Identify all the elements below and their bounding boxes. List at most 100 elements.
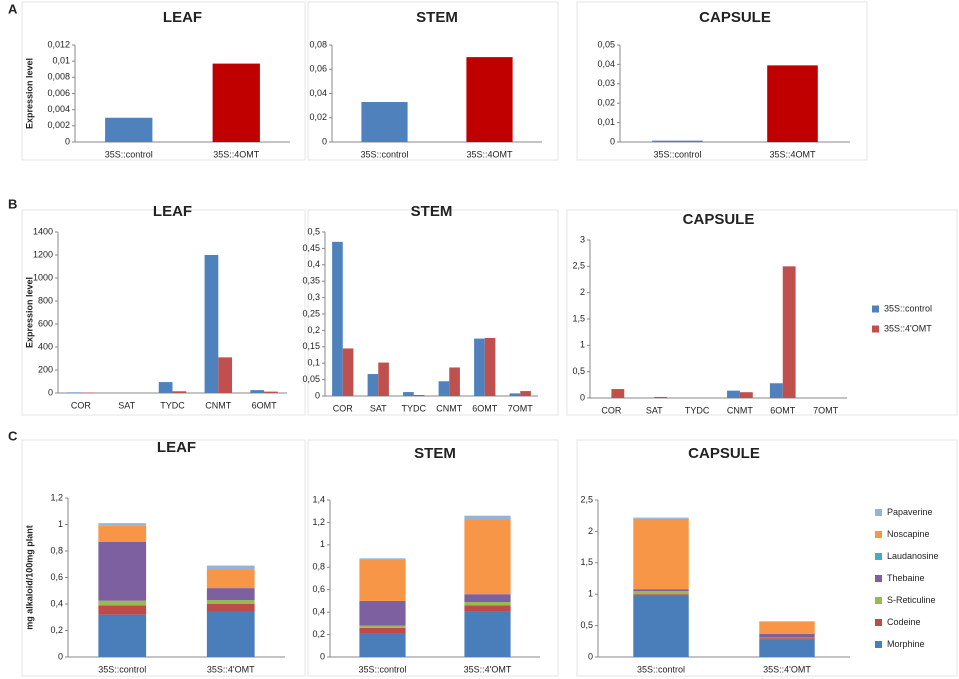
legend-swatch bbox=[875, 575, 882, 582]
bar-segment bbox=[633, 594, 689, 596]
y-axis-label: mg alkaloid/100mg plant bbox=[24, 525, 34, 630]
bar-segment bbox=[759, 621, 815, 622]
chart-frame bbox=[307, 1, 559, 161]
y-tick-label: 0,02 bbox=[309, 112, 327, 122]
y-tick-label: 3 bbox=[580, 234, 585, 244]
bar-segment bbox=[464, 611, 511, 657]
x-tick-label: CNMT bbox=[436, 403, 462, 413]
y-tick-label: 0,05 bbox=[597, 39, 615, 49]
chart-frame bbox=[21, 1, 306, 161]
y-tick-label: 0 bbox=[580, 392, 585, 402]
legend-swatch bbox=[875, 641, 882, 648]
y-tick-label: 0,35 bbox=[302, 276, 320, 286]
x-tick-label: SAT bbox=[118, 400, 135, 410]
chart-frame bbox=[307, 439, 559, 677]
chart-frame bbox=[576, 439, 958, 677]
y-tick-label: 0,04 bbox=[309, 88, 327, 98]
bar bbox=[739, 392, 753, 398]
y-tick-label: 200 bbox=[38, 364, 53, 374]
x-tick-label: TYDC bbox=[402, 403, 427, 413]
bar bbox=[520, 391, 531, 396]
bar bbox=[218, 357, 233, 393]
bar-segment bbox=[633, 591, 689, 595]
bar-segment bbox=[359, 633, 406, 657]
x-tick-label: 35S::control bbox=[98, 664, 146, 674]
y-tick-label: 0,012 bbox=[47, 39, 70, 49]
bar-segment bbox=[359, 559, 406, 601]
y-tick-label: 0,5 bbox=[572, 366, 585, 376]
x-tick-label: COR bbox=[601, 405, 622, 415]
y-tick-label: 1,5 bbox=[580, 557, 593, 567]
y-tick-label: 0 bbox=[315, 390, 320, 400]
legend-label: S-Reticuline bbox=[887, 595, 936, 605]
x-tick-label: 6OMT bbox=[472, 403, 498, 413]
x-tick-label: TYDC bbox=[685, 405, 710, 415]
legend-label: Morphine bbox=[887, 639, 925, 649]
bar-segment bbox=[464, 605, 511, 612]
y-tick-label: 2 bbox=[588, 526, 593, 536]
y-tick-label: 0,02 bbox=[597, 98, 615, 108]
y-tick-label: 0,1 bbox=[307, 358, 320, 368]
y-tick-label: 1,5 bbox=[572, 313, 585, 323]
chart-title: CAPSULE bbox=[683, 211, 755, 228]
legend-label: 35S::4'OMT bbox=[884, 323, 932, 333]
y-tick-label: 1 bbox=[580, 340, 585, 350]
y-tick-label: 0 bbox=[58, 651, 63, 661]
bar-segment bbox=[98, 600, 147, 606]
chart-frame bbox=[307, 209, 559, 416]
y-tick-label: 0,3 bbox=[307, 292, 320, 302]
x-tick-label: COR bbox=[71, 400, 92, 410]
y-tick-label: 0 bbox=[610, 136, 615, 146]
y-tick-label: 0,01 bbox=[597, 117, 615, 127]
legend-label: Codeine bbox=[887, 617, 921, 627]
chart-title: CAPSULE bbox=[699, 9, 771, 26]
bar bbox=[204, 255, 219, 393]
legend-swatch bbox=[875, 531, 882, 538]
x-tick-label: 35S::control bbox=[358, 664, 406, 674]
bar-segment bbox=[206, 588, 255, 601]
x-tick-label: 35S::control bbox=[653, 149, 701, 159]
panel-letter: C bbox=[8, 428, 18, 443]
panel-letter: B bbox=[8, 196, 17, 211]
bar bbox=[250, 390, 265, 393]
bar-segment bbox=[633, 518, 689, 590]
bar bbox=[509, 393, 521, 396]
y-tick-label: 0,008 bbox=[47, 72, 70, 82]
bar-segment bbox=[759, 621, 815, 634]
bar bbox=[438, 381, 450, 396]
bar bbox=[474, 338, 485, 396]
x-tick-label: 35S::control bbox=[360, 149, 408, 159]
y-tick-label: 1000 bbox=[33, 272, 53, 282]
legend-swatch bbox=[872, 305, 879, 313]
chart-frame bbox=[566, 209, 958, 416]
x-tick-label: COR bbox=[333, 403, 354, 413]
y-tick-label: 0 bbox=[48, 387, 53, 397]
x-tick-label: 35S::4OMT bbox=[466, 149, 513, 159]
bar bbox=[413, 395, 425, 396]
bar-segment bbox=[464, 602, 511, 606]
y-tick-label: 0,25 bbox=[302, 308, 320, 318]
bar-segment bbox=[759, 638, 815, 640]
y-tick-label: 0,03 bbox=[597, 78, 615, 88]
bar bbox=[769, 383, 783, 398]
y-tick-label: 0,5 bbox=[580, 620, 593, 630]
y-tick-label: 0,04 bbox=[597, 59, 615, 69]
x-tick-label: TYDC bbox=[160, 400, 185, 410]
y-tick-label: 0,2 bbox=[50, 625, 63, 635]
x-tick-label: 35S::4'OMT bbox=[763, 664, 811, 674]
bar-segment bbox=[359, 600, 406, 626]
legend-label: Papaverine bbox=[887, 507, 933, 517]
bar-segment bbox=[464, 515, 511, 520]
legend-label: Noscapine bbox=[887, 529, 930, 539]
x-tick-label: 35S::4'OMT bbox=[207, 664, 255, 674]
bar-segment bbox=[633, 589, 689, 592]
y-tick-label: 0,4 bbox=[312, 607, 325, 617]
panel-letter: A bbox=[8, 1, 18, 16]
y-tick-label: 1,4 bbox=[312, 494, 325, 504]
bar bbox=[782, 266, 796, 398]
y-tick-label: 2 bbox=[580, 287, 585, 297]
y-tick-label: 0,4 bbox=[307, 259, 320, 269]
bar bbox=[378, 362, 389, 396]
legend-swatch bbox=[875, 619, 882, 626]
